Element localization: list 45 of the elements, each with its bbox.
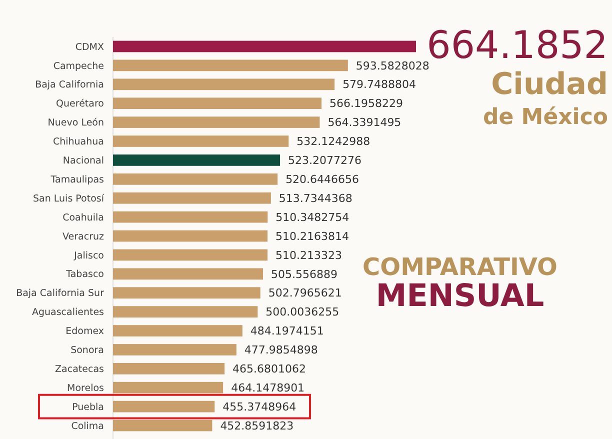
y-tick-label: Aguascalientes: [32, 307, 104, 318]
y-tick-label: Campeche: [53, 60, 104, 72]
y-tick-label: Coahuila: [62, 212, 104, 224]
data-label: 477.9854898: [244, 344, 318, 357]
y-tick-label: Tabasco: [65, 269, 104, 280]
data-label: 464.1478901: [231, 381, 305, 394]
y-tick-label: Nacional: [62, 156, 104, 167]
data-label: 455.3748964: [222, 400, 296, 414]
data-label: 520.6446656: [286, 172, 360, 186]
data-label: 566.1958229: [330, 97, 403, 110]
data-label: 510.3482754: [276, 210, 350, 224]
annotation: COMPARATIVO: [362, 253, 558, 281]
data-label: 452.8591823: [220, 419, 294, 432]
y-tick-label: Zacatecas: [55, 364, 104, 375]
y-tick-label: Chihuahua: [52, 136, 104, 148]
data-label: 532.1242988: [296, 135, 370, 148]
y-tick-label: Sonora: [70, 345, 104, 356]
y-tick-label: CDMX: [75, 42, 104, 53]
y-tick-label: Edomex: [66, 326, 104, 338]
data-label: 502.7965621: [268, 286, 342, 300]
data-label: 510.2163814: [276, 230, 349, 243]
y-tick-label: San Luis Potosí: [33, 193, 104, 204]
y-tick-label: Colima: [71, 420, 104, 432]
data-label: 593.5828028: [356, 59, 430, 72]
y-tick-label: Veracruz: [62, 231, 104, 242]
y-tick-label: Nuevo León: [48, 118, 104, 129]
data-label: 579.7488804: [342, 78, 416, 92]
data-label: 505.556889: [271, 268, 338, 281]
text: de México: [482, 105, 608, 130]
y-tick-label: Puebla: [72, 402, 104, 413]
y-tick-label: Baja California Sur: [16, 288, 104, 300]
y-tick-label: Morelos: [67, 382, 104, 394]
y-tick-label: Tamaulipas: [50, 174, 104, 186]
text: Ciudad: [491, 67, 608, 102]
data-label: 564.3391495: [328, 116, 402, 130]
data-label: 510.213323: [276, 248, 342, 262]
data-label: 500.0036255: [266, 306, 340, 319]
y-tick-label: Querétaro: [56, 98, 104, 110]
data-label: 523.2077276: [288, 154, 362, 168]
y-tick-label: Baja California: [35, 80, 104, 91]
y-tick-label: Jalisco: [73, 250, 104, 262]
data-label: 465.6801062: [232, 362, 306, 376]
annotation: MENSUAL: [376, 278, 544, 314]
data-label: 513.7344368: [278, 192, 352, 205]
data-label: 484.1974151: [250, 324, 324, 338]
